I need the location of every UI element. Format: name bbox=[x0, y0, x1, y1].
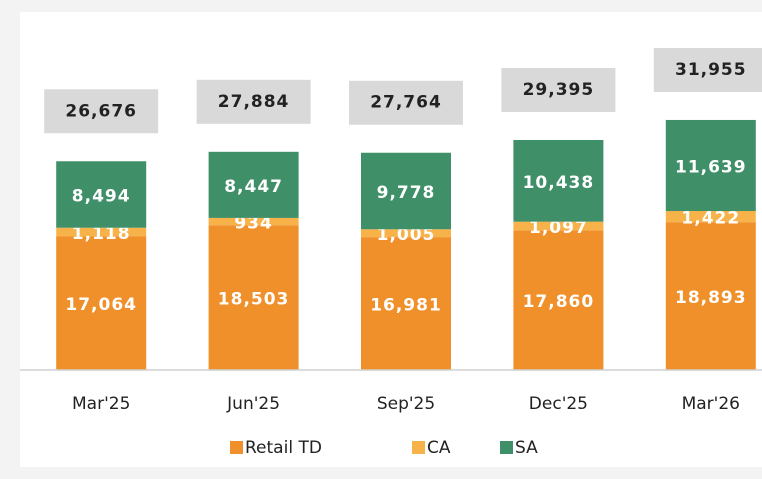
x-tick-label: Jun'25 bbox=[226, 394, 280, 414]
total-label: 29,395 bbox=[523, 80, 595, 100]
data-label: 1,422 bbox=[681, 209, 740, 229]
data-label: 9,778 bbox=[377, 183, 436, 203]
data-label: 17,860 bbox=[523, 292, 595, 312]
bar-segment bbox=[208, 225, 299, 370]
legend-swatch bbox=[412, 441, 425, 454]
bar-segment bbox=[56, 227, 147, 237]
legend-label: CA bbox=[427, 438, 451, 458]
bar-segment bbox=[361, 152, 451, 230]
data-label: 18,503 bbox=[218, 290, 290, 310]
bar-segment bbox=[665, 211, 756, 223]
legend-swatch bbox=[230, 441, 243, 454]
total-label: 26,676 bbox=[65, 101, 137, 121]
x-tick-label: Mar'26 bbox=[682, 394, 740, 414]
total-box bbox=[44, 89, 159, 134]
bar-segment bbox=[513, 230, 604, 370]
bar-segment bbox=[361, 229, 451, 238]
total-label: 31,955 bbox=[675, 60, 747, 80]
data-label: 17,064 bbox=[65, 295, 137, 315]
bar-segment bbox=[56, 236, 147, 370]
data-label: 1,118 bbox=[72, 224, 131, 244]
bar-segment bbox=[665, 222, 756, 370]
x-tick-label: Mar'25 bbox=[72, 394, 130, 414]
legend-swatch bbox=[500, 441, 513, 454]
data-label: 8,494 bbox=[72, 186, 131, 206]
legend-label: Retail TD bbox=[245, 438, 322, 458]
bar-segment bbox=[208, 217, 299, 226]
total-box bbox=[349, 80, 463, 125]
data-label: 1,097 bbox=[529, 218, 588, 238]
total-box bbox=[653, 47, 762, 92]
data-label: 10,438 bbox=[523, 173, 595, 193]
data-label: 18,893 bbox=[675, 288, 747, 308]
x-tick-label: Dec'25 bbox=[529, 394, 588, 414]
total-label: 27,884 bbox=[218, 92, 290, 112]
x-tick-label: Sep'25 bbox=[377, 394, 435, 414]
data-label: 16,981 bbox=[370, 296, 442, 316]
total-label: 27,764 bbox=[370, 93, 442, 113]
bar-segment bbox=[208, 151, 299, 218]
total-box bbox=[501, 67, 616, 112]
total-box bbox=[196, 79, 311, 124]
bar-segment bbox=[361, 237, 451, 370]
bar-segment bbox=[513, 221, 604, 231]
bar-segment bbox=[513, 139, 604, 222]
bar-segment bbox=[665, 119, 756, 212]
legend-label: SA bbox=[515, 438, 538, 458]
data-label: 11,639 bbox=[675, 157, 747, 177]
data-label: 1,005 bbox=[377, 225, 436, 245]
data-label: 8,447 bbox=[224, 177, 283, 197]
data-label: 934 bbox=[234, 214, 273, 234]
bar-segment bbox=[56, 161, 147, 228]
